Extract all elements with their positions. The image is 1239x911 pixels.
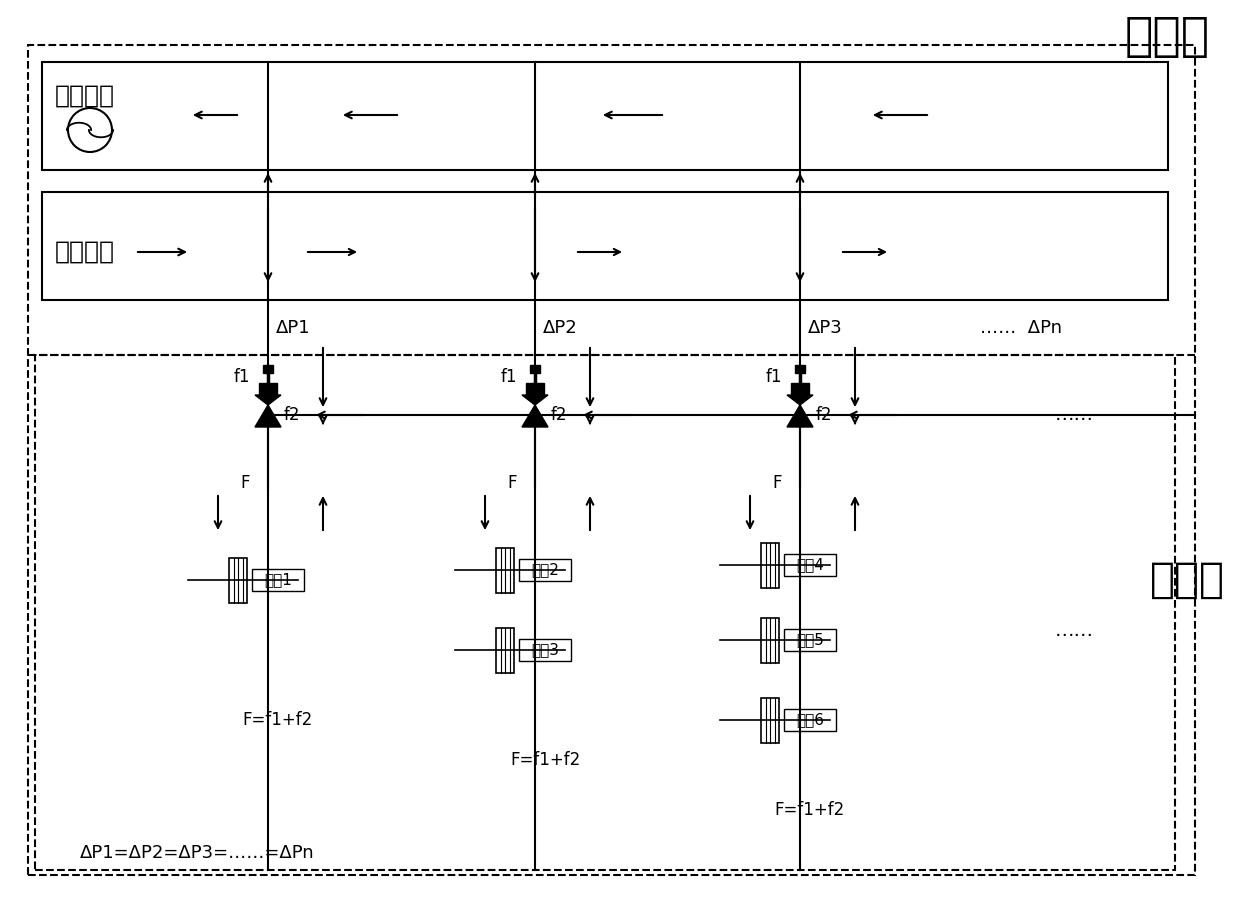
Text: ΔP2: ΔP2 bbox=[543, 319, 577, 337]
Text: F=f1+f2: F=f1+f2 bbox=[510, 751, 580, 769]
Text: ……: …… bbox=[1054, 620, 1094, 640]
Text: f2: f2 bbox=[284, 406, 301, 424]
Text: f2: f2 bbox=[817, 406, 833, 424]
Bar bbox=[761, 542, 779, 588]
Text: ΔP1: ΔP1 bbox=[276, 319, 311, 337]
Text: 负载2: 负载2 bbox=[532, 562, 559, 578]
Text: ΔP3: ΔP3 bbox=[808, 319, 843, 337]
Text: ……  ΔPn: …… ΔPn bbox=[980, 319, 1062, 337]
Polygon shape bbox=[787, 405, 813, 427]
Bar bbox=[761, 618, 779, 662]
Bar bbox=[496, 548, 514, 592]
Text: 负载4: 负载4 bbox=[797, 558, 824, 572]
Bar bbox=[527, 383, 544, 395]
Text: 负载5: 负载5 bbox=[797, 632, 824, 648]
Text: ΔP1=ΔP2=ΔP3=……=ΔPn: ΔP1=ΔP2=ΔP3=……=ΔPn bbox=[81, 844, 315, 862]
Text: 负载1: 负载1 bbox=[264, 572, 292, 588]
Bar bbox=[496, 628, 514, 672]
Text: 运行网: 运行网 bbox=[1125, 15, 1211, 60]
Polygon shape bbox=[787, 395, 813, 405]
Text: f2: f2 bbox=[551, 406, 567, 424]
Bar bbox=[530, 365, 540, 373]
Text: F: F bbox=[772, 474, 782, 492]
Bar bbox=[229, 558, 247, 602]
Text: f1: f1 bbox=[233, 368, 250, 386]
Polygon shape bbox=[255, 395, 281, 405]
Text: F=f1+f2: F=f1+f2 bbox=[774, 801, 845, 819]
Bar bbox=[263, 365, 273, 373]
Text: ……: …… bbox=[1054, 405, 1094, 425]
Bar bbox=[35, 355, 1175, 870]
Bar bbox=[795, 365, 805, 373]
Bar bbox=[784, 554, 836, 576]
Text: 负载6: 负载6 bbox=[795, 712, 824, 728]
Text: F: F bbox=[240, 474, 250, 492]
Text: F: F bbox=[508, 474, 517, 492]
Text: f1: f1 bbox=[501, 368, 517, 386]
Polygon shape bbox=[522, 395, 548, 405]
Bar bbox=[42, 62, 1168, 170]
Bar bbox=[252, 569, 304, 591]
Text: 负载网: 负载网 bbox=[1150, 559, 1225, 601]
Polygon shape bbox=[255, 405, 281, 427]
Bar bbox=[761, 698, 779, 742]
Polygon shape bbox=[522, 405, 548, 427]
Text: 负载3: 负载3 bbox=[532, 642, 559, 658]
Bar bbox=[519, 639, 571, 661]
Bar bbox=[784, 629, 836, 651]
Text: f1: f1 bbox=[766, 368, 782, 386]
Text: 回水管道: 回水管道 bbox=[55, 84, 115, 108]
Text: 供水管道: 供水管道 bbox=[55, 240, 115, 264]
Bar bbox=[42, 192, 1168, 300]
Bar bbox=[790, 383, 809, 395]
Text: F=f1+f2: F=f1+f2 bbox=[243, 711, 313, 729]
Bar bbox=[784, 709, 836, 731]
Bar bbox=[259, 383, 278, 395]
Bar bbox=[519, 559, 571, 581]
